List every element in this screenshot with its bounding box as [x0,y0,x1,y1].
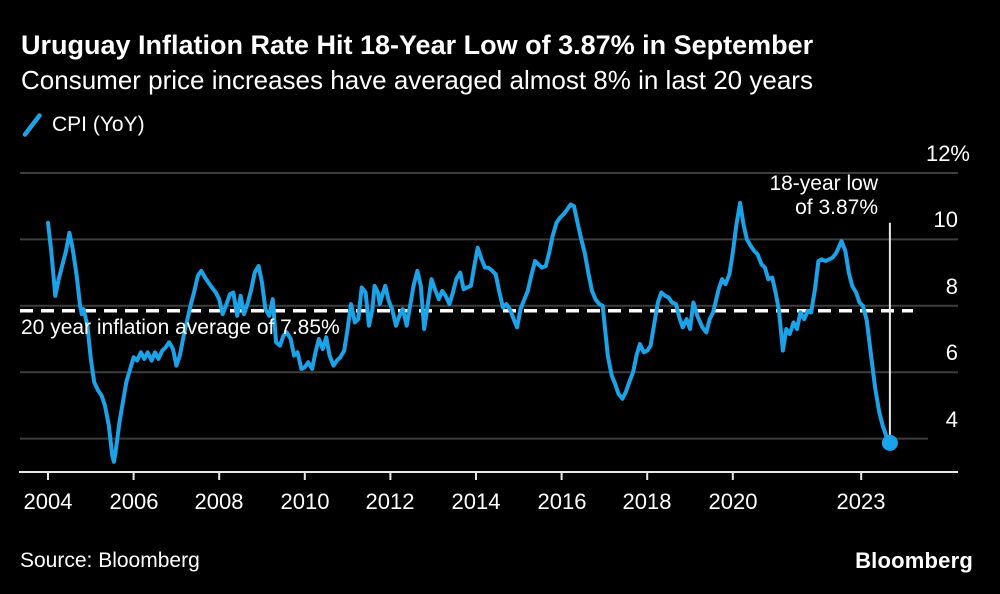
x-axis-tick-label: 2006 [109,489,159,514]
source-credit: Source: Bloomberg [20,549,200,572]
y-axis-tick-label: 10 [933,207,958,232]
series-end-dot [881,434,898,451]
y-axis-tick-label: 4 [945,407,958,432]
legend-slash-icon [21,113,43,137]
low-point-annotation: 18-year low of 3.87% [769,172,878,220]
annotation-line-1: 18-year low [769,172,878,195]
legend-series-label: CPI (YoY) [52,113,145,136]
x-axis-tick-label: 2008 [194,489,244,514]
average-line-label: 20 year inflation average of 7.85% [21,316,340,339]
x-axis-tick-label: 2018 [622,489,672,514]
annotation-line-2: of 3.87% [795,196,878,219]
chart-title: Uruguay Inflation Rate Hit 18-Year Low o… [21,30,814,60]
x-axis-tick-label: 2012 [365,489,415,514]
legend: CPI (YoY) [21,113,145,137]
x-axis-tick-label: 2014 [451,489,501,514]
bloomberg-logo: Bloomberg [855,548,973,573]
x-axis-tick-label: 2004 [23,489,73,514]
cpi-line-series [46,200,892,464]
y-axis-tick-label: 12% [925,141,970,166]
x-axis-tick-label: 2020 [708,489,758,514]
x-axis-tick-label: 2016 [537,489,587,514]
y-axis-tick-label: 6 [945,340,958,365]
y-axis-tick-label: 8 [945,274,958,299]
x-axis-tick-label: 2023 [836,489,886,514]
chart-subtitle: Consumer price increases have averaged a… [21,65,813,95]
x-axis-tick-label: 2010 [280,489,330,514]
